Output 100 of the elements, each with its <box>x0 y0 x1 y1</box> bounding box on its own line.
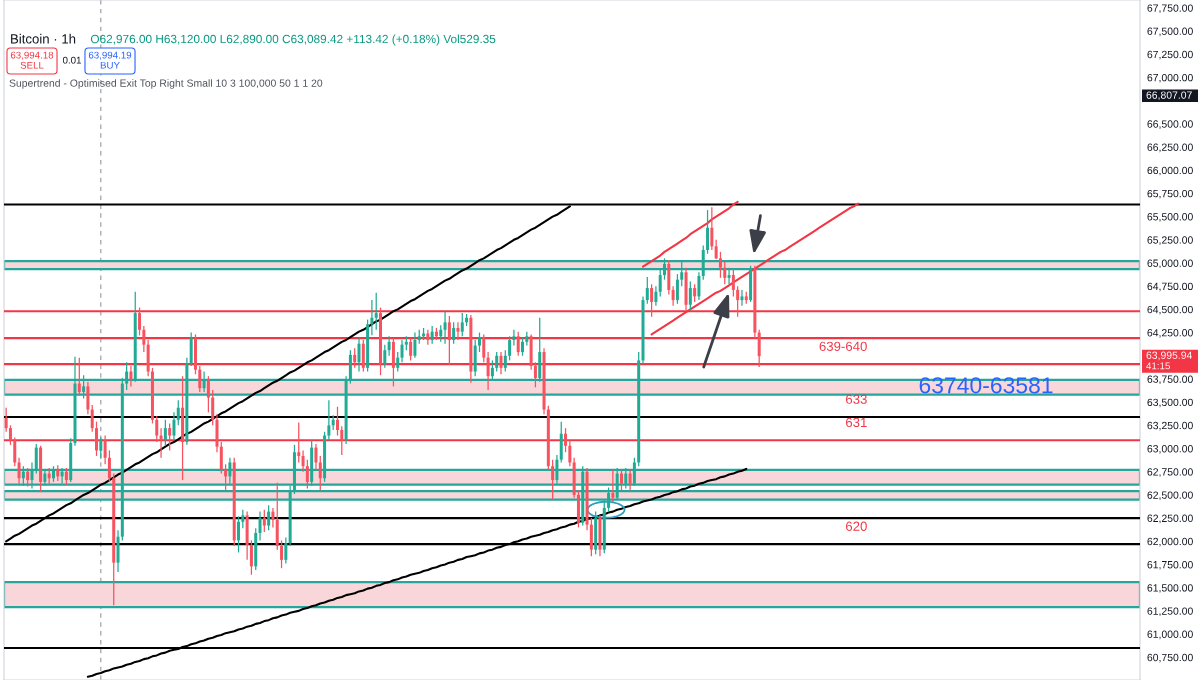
candlestick <box>357 337 361 373</box>
candlestick <box>452 321 456 345</box>
candlestick <box>370 299 374 336</box>
y-tick-label: 61,500.00 <box>1147 584 1193 593</box>
candlestick <box>383 344 387 369</box>
candlestick <box>533 361 537 388</box>
annotation: 63,994.18 SELL <box>10 51 54 69</box>
candlestick <box>77 357 81 397</box>
candlestick <box>206 375 210 413</box>
candlestick <box>155 415 159 443</box>
candlestick <box>86 381 90 415</box>
candlestick <box>249 539 253 576</box>
candlestick <box>477 331 481 353</box>
text: 63,995.94 <box>1146 351 1193 361</box>
candlestick <box>409 337 413 362</box>
candlestick <box>168 422 172 452</box>
y-tick-label: 66,500.00 <box>1147 120 1193 129</box>
annotation: 631 <box>846 417 867 428</box>
annotation: 0.01 <box>62 56 81 64</box>
candlestick <box>142 325 146 353</box>
candlestick <box>706 209 710 255</box>
y-tick-label: 65,750.00 <box>1147 189 1193 199</box>
annotation: 620 <box>846 521 867 531</box>
candlestick <box>495 351 499 373</box>
annotation: O62,976.00 H63,120.00 L62,890.00 C63,089.42 +113.42 (+0.18%) Vol529.35 <box>90 34 496 46</box>
candlestick <box>443 310 447 345</box>
candlestick <box>710 206 714 251</box>
candlestick <box>650 283 654 318</box>
candlestick <box>568 439 572 467</box>
candlestick <box>211 389 215 426</box>
y-tick-label: 64,250.00 <box>1147 329 1193 338</box>
candlestick <box>258 510 262 542</box>
text: 66,807.07 <box>1146 91 1192 101</box>
candlestick <box>512 329 516 347</box>
candlestick <box>757 329 761 368</box>
y-tick-label: 63,250.00 <box>1147 421 1193 431</box>
candlestick <box>675 273 679 305</box>
candlestick <box>129 365 133 388</box>
candlestick <box>456 321 460 341</box>
y-tick-label: 63,000.00 <box>1147 445 1193 454</box>
candlestick <box>645 276 649 305</box>
candlestick <box>103 434 107 465</box>
candlestick <box>521 337 525 357</box>
candlestick <box>731 268 735 298</box>
candlestick <box>305 459 309 490</box>
candlestick <box>723 260 727 285</box>
y-tick-label: 62,000.00 <box>1147 537 1193 547</box>
y-tick-label: 60,750.00 <box>1147 653 1193 663</box>
candlestick <box>237 515 241 554</box>
candlestick <box>8 424 12 446</box>
y-tick-label: 61,000.00 <box>1147 630 1193 640</box>
candlestick <box>353 347 357 369</box>
candlestick <box>280 539 284 569</box>
annotation: 633 <box>846 394 867 404</box>
candlestick <box>95 421 99 457</box>
annotation: 63,994.19 BUY <box>88 51 132 69</box>
candlestick <box>327 399 331 441</box>
y-tick-label: 67,000.00 <box>1147 73 1193 83</box>
annotation: 639-640 <box>819 341 867 351</box>
candlestick <box>400 339 404 363</box>
y-tick-label: 65,250.00 <box>1147 236 1193 245</box>
candlestick <box>628 469 632 491</box>
y-tick-label: 67,500.00 <box>1147 27 1193 37</box>
y-tick-label: 64,750.00 <box>1147 282 1193 292</box>
candlestick <box>482 333 486 363</box>
candlestick <box>718 251 722 279</box>
candlestick <box>447 315 451 366</box>
candlestick <box>619 469 623 491</box>
text: 41:15 <box>1146 362 1170 370</box>
candlestick <box>267 504 271 531</box>
candlestick <box>271 507 275 529</box>
candlestick <box>374 292 378 331</box>
candlestick <box>503 349 507 373</box>
candlestick <box>736 285 740 318</box>
candlestick <box>314 443 318 471</box>
line-series <box>641 200 739 268</box>
candlestick <box>193 333 197 375</box>
candlestick <box>396 351 400 373</box>
y-tick-label: 66,000.00 <box>1147 166 1193 176</box>
candlestick <box>99 436 103 460</box>
candlestick <box>340 425 344 456</box>
candlestick <box>4 407 8 433</box>
annotation: Supertrend - Optimised Exit Top Right Small 10 3 100,000 50 1 1 20 <box>9 79 323 89</box>
candlestick <box>107 449 111 483</box>
y-tick-label: 61,250.00 <box>1147 607 1193 616</box>
candlestick <box>176 399 180 426</box>
candlestick <box>198 365 202 393</box>
candlestick <box>486 351 490 391</box>
candlestick <box>335 406 339 437</box>
candlestick <box>460 312 464 337</box>
candlestick <box>654 285 658 307</box>
candlestick <box>611 469 615 503</box>
candlestick <box>508 335 512 362</box>
candlestick <box>90 404 94 433</box>
candlestick <box>241 509 245 529</box>
candlestick <box>740 289 744 307</box>
y-tick-label: 67,750.00 <box>1147 4 1193 13</box>
y-tick-label: 62,750.00 <box>1147 468 1193 477</box>
candlestick <box>671 285 675 307</box>
y-tick-label: 61,750.00 <box>1147 561 1193 570</box>
